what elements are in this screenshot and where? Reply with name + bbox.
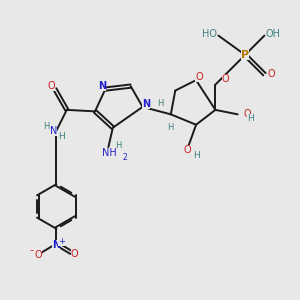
Text: N: N (50, 126, 57, 136)
Text: O: O (243, 109, 251, 119)
Text: H: H (247, 114, 253, 123)
Text: N: N (98, 81, 106, 91)
Text: NH: NH (103, 148, 117, 158)
Text: HO: HO (202, 29, 217, 39)
Text: N: N (142, 99, 150, 109)
Text: H: H (58, 132, 65, 141)
Text: O: O (71, 249, 79, 259)
Text: H: H (116, 141, 122, 150)
Text: O: O (195, 72, 203, 82)
Text: H: H (157, 99, 164, 108)
Text: O: O (268, 69, 276, 79)
Text: H: H (43, 122, 49, 131)
Text: 2: 2 (122, 153, 127, 162)
Text: O: O (183, 145, 191, 155)
Text: N: N (52, 240, 60, 250)
Text: H: H (168, 123, 174, 132)
Text: O: O (222, 74, 230, 84)
Text: -: - (29, 245, 33, 255)
Text: H: H (193, 151, 200, 160)
Text: O: O (34, 250, 42, 260)
Text: OH: OH (266, 29, 281, 39)
Text: O: O (47, 81, 55, 91)
Text: +: + (58, 237, 65, 246)
Text: P: P (241, 50, 249, 60)
